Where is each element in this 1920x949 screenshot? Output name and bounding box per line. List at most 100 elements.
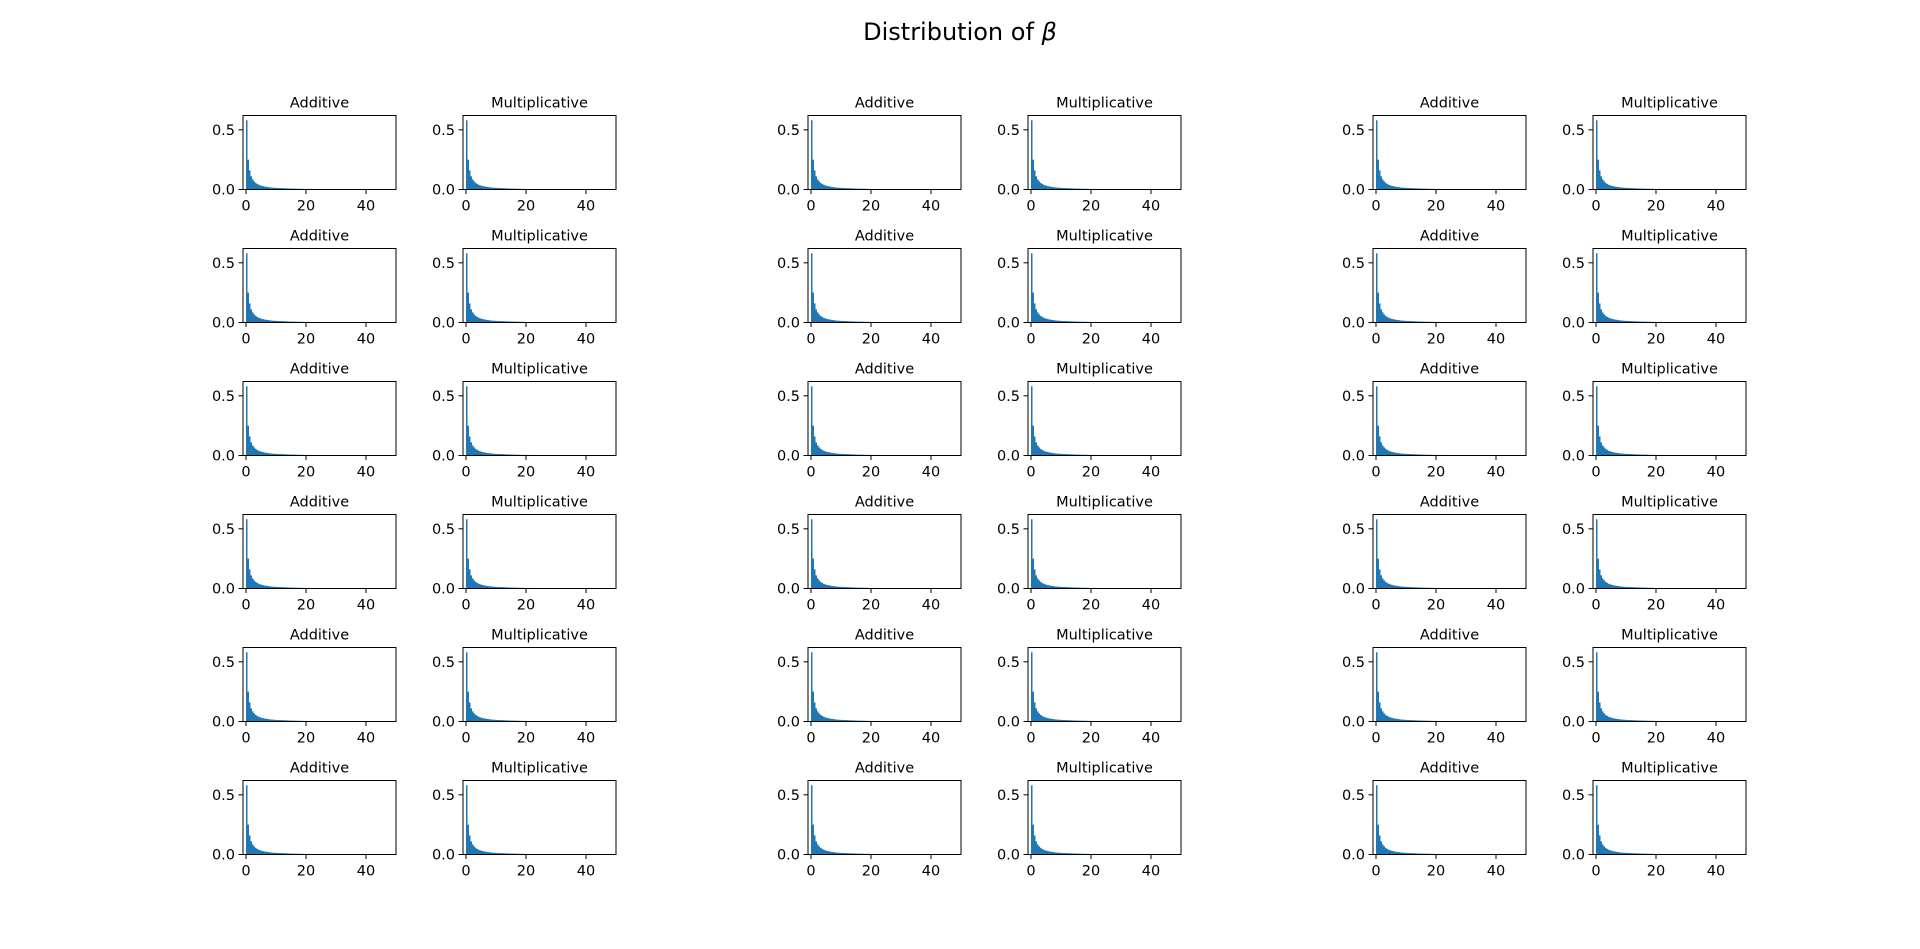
panel-multiplicative: 0 20 40 0.0 0.5 Multiplicative	[1562, 495, 1747, 614]
histogram-bar	[1418, 188, 1421, 190]
histogram-bar	[261, 185, 263, 190]
histogram-bar	[1596, 785, 1598, 855]
histogram-bar	[1043, 184, 1045, 190]
y-tick-label: 0.0	[432, 316, 455, 332]
histogram-bar	[1049, 452, 1051, 456]
y-tick-label: 0.5	[432, 123, 455, 139]
histogram-bar	[835, 320, 837, 323]
x-tick-label: 0	[241, 864, 250, 880]
histogram-bar	[273, 852, 275, 855]
histogram-bar	[473, 846, 475, 855]
histogram-bar	[1376, 519, 1378, 589]
histogram-bar	[252, 711, 254, 722]
histogram-bar	[1056, 320, 1058, 323]
histogram-bar	[508, 321, 511, 323]
histogram-bar	[1398, 719, 1400, 722]
histogram-bar	[1040, 448, 1042, 456]
y-tick-label: 0.0	[1342, 449, 1365, 465]
histogram-bar	[1059, 852, 1061, 855]
y-tick-label: 0.5	[432, 655, 455, 671]
x-tick-label: 40	[357, 332, 375, 348]
histogram-bar	[826, 318, 828, 323]
y-tick-label: 0.5	[1342, 256, 1365, 272]
histogram-bar	[1397, 718, 1399, 722]
panel-title-multiplicative: Multiplicative	[1621, 96, 1718, 112]
histogram-bar	[484, 452, 486, 456]
histogram-bar	[1389, 451, 1391, 456]
histogram-bar	[1609, 584, 1611, 589]
histogram-bar	[1056, 187, 1058, 190]
histogram-bar	[1034, 436, 1036, 456]
histogram-bar	[1418, 720, 1421, 722]
histogram-bar	[490, 719, 492, 722]
histogram-bar	[1061, 187, 1064, 190]
y-tick-label: 0.5	[1562, 389, 1585, 405]
histogram-bar	[1386, 316, 1388, 323]
panel-multiplicative: 0 20 40 0.0 0.5 Multiplicative	[432, 362, 617, 481]
histogram-bar	[839, 320, 841, 323]
histogram-bar	[1623, 852, 1625, 855]
histogram-bar	[271, 586, 273, 589]
histogram-bar	[1043, 849, 1045, 855]
panel-title-multiplicative: Multiplicative	[1056, 495, 1153, 511]
histogram-bar	[1620, 320, 1622, 323]
histogram-bar	[1064, 454, 1067, 456]
histogram-bar	[823, 450, 825, 456]
histogram-bar	[1049, 585, 1051, 589]
histogram-bar	[1602, 711, 1604, 722]
histogram-bar	[276, 453, 279, 456]
histogram-bar	[821, 582, 823, 589]
panel-multiplicative: 0 20 40 0.0 0.5 Multiplicative	[432, 628, 617, 747]
x-tick-label: 40	[922, 465, 940, 481]
histogram-bar	[1380, 708, 1382, 722]
histogram-bar	[844, 720, 847, 722]
histogram-bar	[252, 578, 254, 589]
histogram-bar	[833, 586, 835, 589]
histogram-bar	[836, 719, 838, 722]
histogram-bar	[1599, 569, 1601, 589]
histogram-bar	[1635, 188, 1638, 190]
histogram-bar	[827, 452, 829, 456]
histogram-bar	[1380, 176, 1382, 190]
histogram-bar	[1412, 454, 1415, 456]
panel-multiplicative: 0 20 40 0.0 0.5 Multiplicative	[1562, 96, 1747, 215]
histogram-bar	[282, 720, 285, 722]
histogram-bar	[1418, 587, 1421, 589]
histogram-bar	[478, 317, 480, 323]
histogram-bar	[249, 436, 251, 456]
histogram-bar	[1412, 321, 1415, 323]
histogram-bar	[830, 319, 832, 323]
x-tick-label: 40	[1707, 864, 1725, 880]
histogram-bar	[256, 449, 258, 456]
histogram-bar	[1597, 425, 1599, 456]
panel-title-multiplicative: Multiplicative	[1056, 761, 1153, 777]
axes-frame	[1372, 647, 1527, 722]
histogram-bar	[274, 852, 276, 855]
x-tick-label: 20	[862, 465, 880, 481]
panel-multiplicative: 0 20 40 0.0 0.5 Multiplicative	[997, 495, 1182, 614]
histogram-bar	[265, 585, 267, 589]
histogram-bar	[276, 320, 279, 323]
histogram-bar	[479, 185, 481, 190]
histogram-bar	[1067, 188, 1070, 190]
panel-multiplicative: 0 20 40 0.0 0.5 Multiplicative	[1562, 628, 1747, 747]
x-tick-label: 20	[1082, 199, 1100, 215]
histogram-bar	[1379, 702, 1381, 722]
histogram-bar	[258, 583, 260, 589]
histogram-bar	[1034, 569, 1036, 589]
histogram-bar	[1050, 851, 1052, 855]
histogram-bar	[1395, 585, 1397, 589]
histogram-bar	[1073, 321, 1076, 323]
y-tick-label: 0.5	[1342, 655, 1365, 671]
axes-frame	[1372, 115, 1527, 190]
histogram-bar	[1602, 578, 1604, 589]
histogram-bar	[478, 450, 480, 456]
histogram-bar	[1073, 188, 1076, 190]
histogram-bar	[824, 185, 826, 190]
x-tick-label: 40	[922, 731, 940, 747]
y-tick-label: 0.5	[777, 788, 800, 804]
histogram-bar	[1629, 188, 1632, 190]
histogram-bar	[1073, 853, 1076, 855]
panel-multiplicative: 0 20 40 0.0 0.5 Multiplicative	[1562, 362, 1747, 481]
histogram-bar	[264, 718, 266, 722]
